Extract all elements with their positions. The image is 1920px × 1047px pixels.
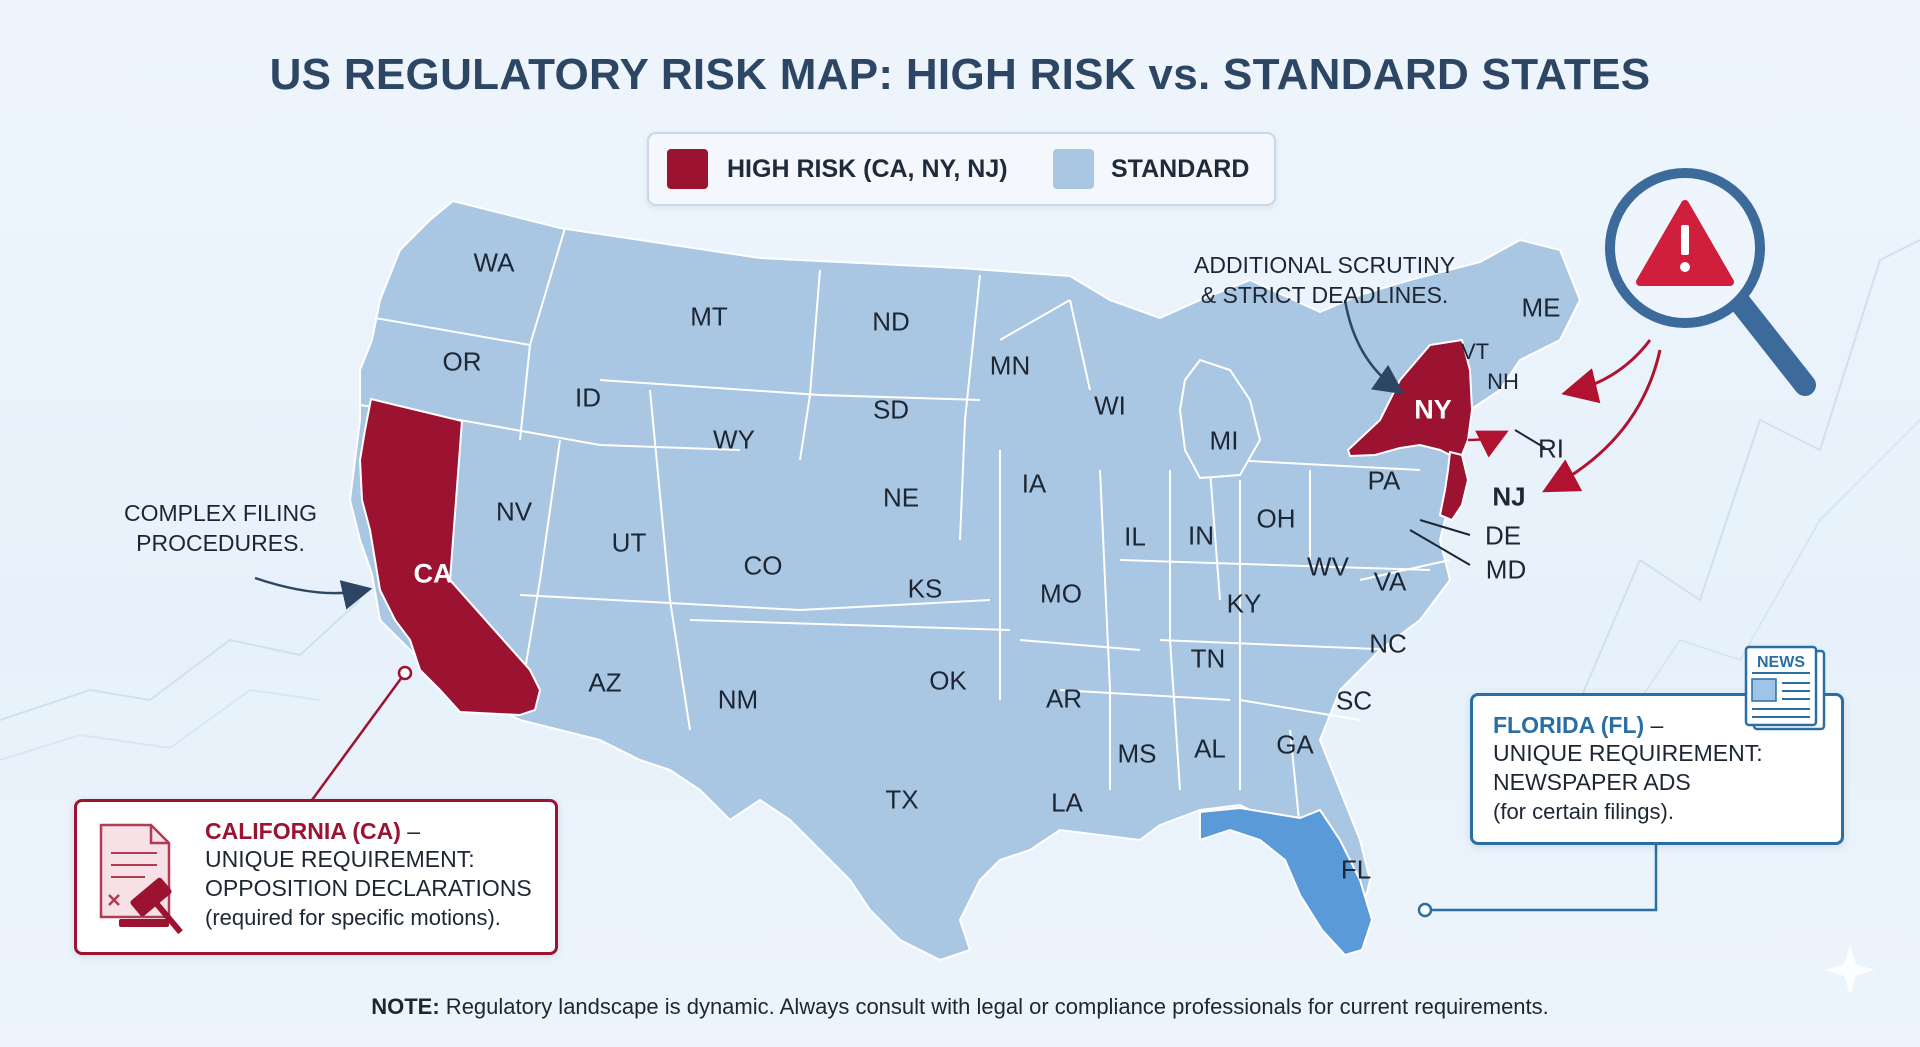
gavel-document-icon — [99, 823, 183, 935]
sparkle-icon — [1825, 945, 1875, 995]
fl-card-requirement: UNIQUE REQUIREMENT: — [1493, 740, 1763, 766]
legend-high-risk-label: HIGH RISK (CA, NY, NJ) — [727, 155, 1008, 183]
ny-red-arrow — [1467, 430, 1509, 458]
state-label-ut: UT — [611, 527, 647, 558]
magnifier-warning-icon — [1605, 168, 1816, 396]
state-label-in: IN — [1188, 520, 1214, 551]
state-label-vt: VT — [1460, 339, 1490, 364]
state-label-nj: NJ — [1492, 481, 1526, 512]
state-label-la: LA — [1051, 787, 1083, 818]
california-shape — [358, 397, 542, 717]
state-label-oh: OH — [1256, 503, 1296, 534]
fl-card-note: (for certain filings). — [1493, 799, 1674, 824]
state-label-ri: RI — [1538, 433, 1564, 464]
state-label-ne: NE — [882, 482, 920, 513]
state-label-az: AZ — [588, 667, 622, 698]
ny-annotation-line1: ADDITIONAL SCRUTINY — [1194, 252, 1456, 278]
state-label-ok: OK — [929, 665, 967, 696]
ca-card-connector — [310, 672, 407, 801]
ca-card-note: (required for specific motions). — [205, 905, 501, 930]
page-title: US REGULATORY RISK MAP: HIGH RISK vs. ST… — [269, 50, 1651, 99]
legend-standard-swatch — [1053, 149, 1094, 189]
fl-card-detail: NEWSPAPER ADS — [1493, 769, 1691, 795]
state-label-il: IL — [1124, 521, 1146, 552]
fl-card-title: FLORIDA (FL) — [1493, 712, 1645, 738]
ca-annotation-line1: COMPLEX FILING — [124, 500, 317, 526]
magnifier-arrow-nj — [1542, 349, 1662, 493]
state-label-me: ME — [1521, 292, 1561, 323]
newspaper-icon-text: NEWS — [1757, 654, 1805, 671]
california-card: CALIFORNIA (CA) – UNIQUE REQUIREMENT: OP… — [74, 799, 558, 955]
ri-leader — [1514, 429, 1546, 449]
state-label-tx: TX — [885, 784, 919, 815]
state-label-sc: SC — [1335, 685, 1373, 716]
state-label-md: MD — [1485, 554, 1527, 585]
ny-annotation: ADDITIONAL SCRUTINY & STRICT DEADLINES. — [1194, 250, 1455, 310]
ca-annotation: COMPLEX FILING PROCEDURES. — [124, 498, 317, 558]
state-label-mt: MT — [690, 301, 728, 332]
ny-annotation-line2: & STRICT DEADLINES. — [1200, 282, 1449, 308]
legend-standard-label: STANDARD — [1111, 155, 1250, 183]
ny-annotation-arrow — [1343, 299, 1405, 395]
state-label-nc: NC — [1369, 628, 1407, 659]
legend: HIGH RISK (CA, NY, NJ) STANDARD — [647, 132, 1276, 206]
state-label-nd: ND — [872, 306, 910, 337]
state-label-mi: MI — [1209, 425, 1239, 456]
state-label-sd: SD — [872, 394, 910, 425]
state-label-mo: MO — [1040, 578, 1082, 609]
fl-card-dash: – — [1644, 712, 1664, 738]
ca-annotation-line2: PROCEDURES. — [136, 530, 305, 556]
state-label-ia: IA — [1021, 468, 1047, 499]
state-label-ca: CA — [413, 558, 453, 589]
footer-note-label: NOTE: — [371, 994, 440, 1019]
state-label-mn: MN — [989, 350, 1031, 381]
state-label-nm: NM — [717, 684, 759, 715]
florida-shape — [1199, 806, 1374, 957]
newspaper-icon: NEWS — [1744, 645, 1826, 731]
state-label-al: AL — [1194, 733, 1226, 764]
state-label-ks: KS — [907, 573, 943, 604]
state-label-ms: MS — [1117, 738, 1157, 769]
ca-card-dash: – — [400, 818, 421, 844]
state-label-wa: WA — [473, 247, 515, 278]
state-label-co: CO — [743, 550, 783, 581]
fl-card-connector — [1430, 840, 1658, 912]
state-label-va: VA — [1373, 566, 1407, 597]
state-label-nv: NV — [495, 496, 533, 527]
state-label-ny: NY — [1414, 394, 1452, 425]
ca-card-detail: OPPOSITION DECLARATIONS — [205, 875, 532, 901]
state-label-ky: KY — [1226, 588, 1262, 619]
ca-card-title: CALIFORNIA (CA) — [205, 818, 401, 844]
state-label-de: DE — [1484, 520, 1522, 551]
state-label-wy: WY — [713, 424, 755, 455]
state-label-nh: NH — [1487, 369, 1519, 394]
state-label-ar: AR — [1045, 683, 1083, 714]
de-leader — [1419, 519, 1471, 536]
state-label-or: OR — [442, 346, 482, 377]
legend-high-risk-swatch — [667, 149, 708, 189]
state-label-fl: FL — [1340, 854, 1372, 885]
ca-card-requirement: UNIQUE REQUIREMENT: — [205, 846, 475, 872]
state-label-id: ID — [575, 382, 601, 413]
md-leader — [1409, 529, 1471, 566]
new-jersey-shape — [1438, 450, 1470, 522]
ca-annotation-arrow — [254, 576, 373, 610]
state-label-tn: TN — [1190, 643, 1226, 674]
state-label-wv: WV — [1307, 551, 1349, 582]
state-label-wi: WI — [1094, 390, 1126, 421]
footer-note-text: Regulatory landscape is dynamic. Always … — [439, 994, 1549, 1019]
footer-note: NOTE: Regulatory landscape is dynamic. A… — [0, 994, 1920, 1020]
michigan-shape — [1178, 358, 1262, 480]
magnifier-arrow-ny — [1561, 339, 1652, 404]
state-label-ga: GA — [1276, 729, 1314, 760]
state-borders — [359, 227, 1451, 831]
state-label-pa: PA — [1367, 465, 1401, 496]
